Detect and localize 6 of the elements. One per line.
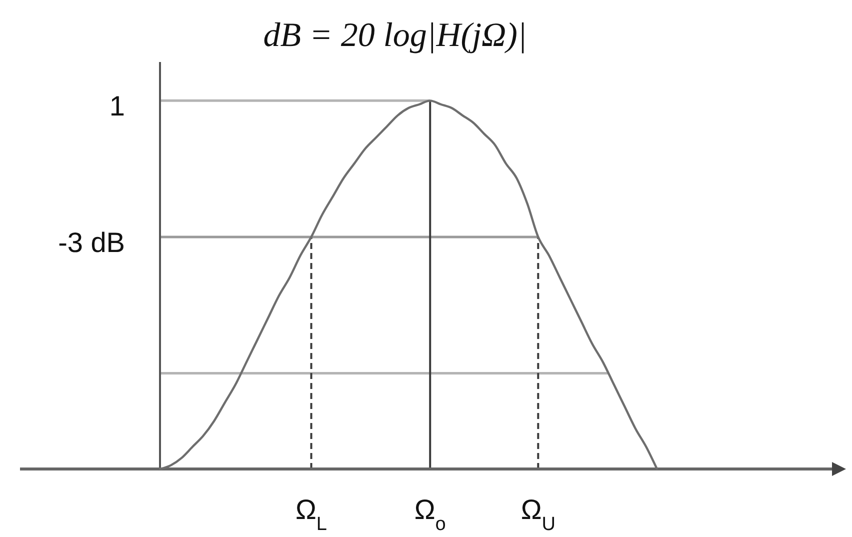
ref-line-label: 1 — [109, 91, 125, 122]
x-tick-label: Ω$_{U}$ — [520, 494, 556, 534]
ref-line-label: -3 dB — [58, 227, 125, 258]
x-tick-label: Ω$_{L}$ — [296, 494, 328, 534]
x-tick-label: Ω$_{o}$ — [414, 494, 446, 534]
chart-title: dB = 20 log|H(jΩ)| — [263, 17, 527, 54]
